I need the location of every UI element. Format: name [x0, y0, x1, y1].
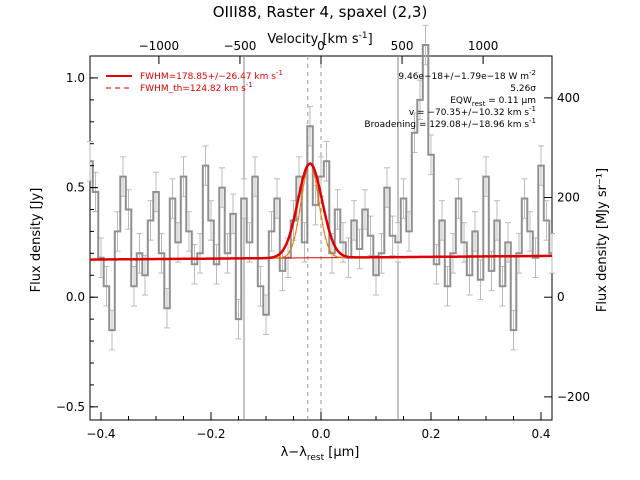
top-tick-label: −500 — [223, 39, 256, 53]
annotation-velocity-sup: -1 — [529, 105, 536, 113]
annotation-eqw: EQWrest = 0.11 μm — [450, 96, 536, 108]
fit-layer — [90, 162, 552, 261]
x-axis-label-unit: [μm] — [324, 445, 359, 460]
right-tick-label: 0 — [557, 290, 565, 304]
annotation-broadening-sup: -1 — [529, 117, 536, 125]
legend-label-fwhm-text: FWHM=178.85+/−26.47 km s — [140, 72, 276, 82]
top-axis-label-sup: -1 — [359, 31, 368, 41]
spectrum-step-line — [90, 44, 552, 332]
y-tick-label: −0.5 — [56, 400, 85, 414]
y-axis-label-right: Flux density [MJy sr⁻¹] — [595, 168, 610, 312]
top-tick-label: 500 — [391, 39, 414, 53]
annotation-eqw-tail: = 0.11 μm — [485, 96, 536, 106]
data-layer — [87, 24, 555, 351]
x-tick-label: −0.4 — [86, 427, 115, 441]
y-tick-label: 1.0 — [66, 71, 85, 85]
fit-curve — [90, 162, 552, 261]
top-axis-label-close: ] — [368, 32, 373, 47]
chart-title: OIII88, Raster 4, spaxel (2,3) — [213, 3, 428, 21]
x-axis-label: λ−λrest [μm] — [281, 445, 360, 463]
legend-label-fwhm-th: FWHM_th=124.82 km s-1 — [140, 81, 253, 94]
legend-label-fwhm-th-sup: -1 — [246, 81, 253, 89]
legend-label-fwhm-sup: -1 — [276, 69, 283, 77]
top-tick-label: 0 — [317, 39, 325, 53]
annotation-broadening-text: Broadening = 129.08+/−18.96 km s — [364, 120, 529, 130]
x-tick-label: 0.4 — [531, 427, 550, 441]
legend-label-fwhm-th-text: FWHM_th=124.82 km s — [140, 84, 246, 94]
annotations: 9.46e−18+/−1.79e−18 W m-2 5.26σ EQWrest … — [364, 69, 536, 130]
legend: FWHM=178.85+/−26.47 km s-1 FWHM_th=124.8… — [106, 69, 283, 94]
x-axis-label-sub: rest — [307, 453, 325, 463]
top-tick-label: −1000 — [139, 39, 180, 53]
y-tick-label: 0.5 — [66, 181, 85, 195]
y-tick-label: 0.0 — [66, 290, 85, 304]
ticks-layer: −0.4 −0.2 0.0 0.2 0.4 −0.5 0.0 0.5 1.0 −200 0 200 40… — [56, 39, 590, 441]
annotation-eqw-text: EQW — [450, 96, 472, 106]
legend-label-fwhm: FWHM=178.85+/−26.47 km s-1 — [140, 69, 283, 82]
x-axis-label-main: λ−λ — [281, 445, 308, 460]
annotation-flux-sup: -2 — [529, 69, 536, 77]
x-tick-label: −0.2 — [196, 427, 225, 441]
annotation-eqw-sub: rest — [472, 100, 486, 108]
annotation-snr: 5.26σ — [510, 84, 536, 94]
right-tick-label: 400 — [557, 91, 580, 105]
annotation-flux-text: 9.46e−18+/−1.79e−18 W m — [398, 72, 529, 82]
annotation-velocity-text: v = −70.35+/−10.32 km s — [409, 108, 529, 118]
x-tick-label: 0.2 — [421, 427, 440, 441]
fit-thermal-dashed — [261, 162, 359, 259]
right-tick-label: −200 — [557, 390, 590, 404]
reference-lines — [243, 56, 399, 420]
annotation-velocity: v = −70.35+/−10.32 km s-1 — [409, 105, 536, 118]
top-tick-label: 1000 — [468, 39, 499, 53]
x-tick-label: 0.0 — [311, 427, 330, 441]
top-axis-label: Velocity [km s-1] — [267, 31, 372, 47]
y-axis-label-left: Flux density [Jy] — [29, 188, 44, 293]
annotation-flux: 9.46e−18+/−1.79e−18 W m-2 — [398, 69, 536, 82]
fit-component — [261, 162, 359, 259]
right-tick-label: 200 — [557, 191, 580, 205]
top-axis-label-text: Velocity [km s — [267, 32, 359, 47]
annotation-broadening: Broadening = 129.08+/−18.96 km s-1 — [364, 117, 536, 130]
